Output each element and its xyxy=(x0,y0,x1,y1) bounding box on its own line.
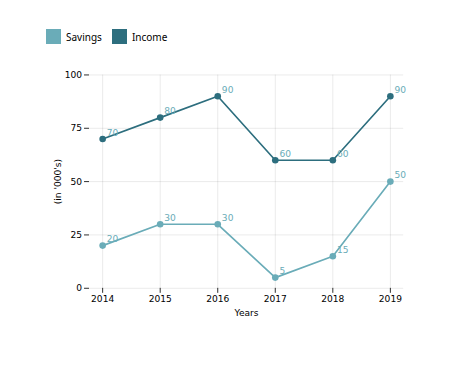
svg-text:100: 100 xyxy=(65,70,83,80)
svg-text:2016: 2016 xyxy=(206,294,229,304)
svg-text:30: 30 xyxy=(222,213,234,223)
svg-text:75: 75 xyxy=(70,123,82,133)
svg-text:90: 90 xyxy=(222,85,234,95)
svg-text:2015: 2015 xyxy=(149,294,172,304)
svg-text:2019: 2019 xyxy=(379,294,402,304)
svg-text:Years: Years xyxy=(234,308,259,318)
svg-text:70: 70 xyxy=(107,128,119,138)
svg-text:30: 30 xyxy=(164,213,176,223)
svg-text:(in '000's): (in '000's) xyxy=(53,159,63,204)
svg-text:2014: 2014 xyxy=(91,294,114,304)
svg-text:0: 0 xyxy=(76,283,82,293)
svg-text:80: 80 xyxy=(164,106,176,116)
svg-text:20: 20 xyxy=(107,234,119,244)
html-text:Income: Income xyxy=(131,29,168,44)
svg-text:60: 60 xyxy=(279,149,291,159)
svg-text:50: 50 xyxy=(70,177,82,187)
svg-text:25: 25 xyxy=(70,230,82,240)
svg-text:2017: 2017 xyxy=(264,294,287,304)
svg-text:15: 15 xyxy=(337,245,349,255)
svg-text:5: 5 xyxy=(279,266,285,276)
svg-text:90: 90 xyxy=(395,85,407,95)
svg-text:2018: 2018 xyxy=(321,294,344,304)
svg-text:60: 60 xyxy=(337,149,349,159)
svg-text:50: 50 xyxy=(395,170,407,180)
html-text:Savings: Savings xyxy=(66,29,102,44)
